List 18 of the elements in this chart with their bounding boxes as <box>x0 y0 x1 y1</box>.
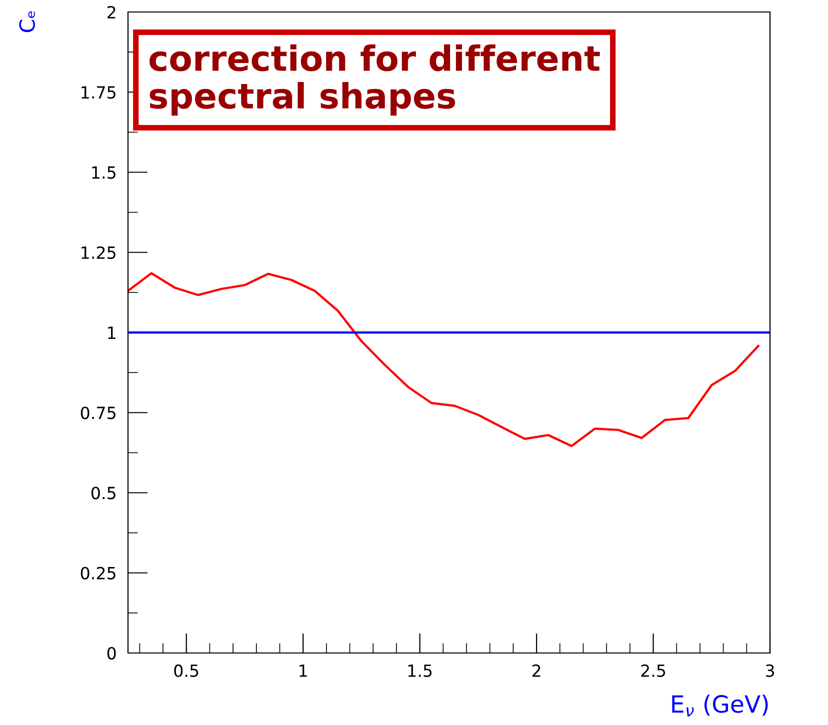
annotation: correction for different spectral shapes <box>149 44 600 116</box>
x-tick-label: 3 <box>766 664 774 678</box>
x-tick-label: 2 <box>532 664 540 677</box>
y-tick-label: 1 <box>108 326 116 339</box>
x-tick-label: 1.5 <box>408 664 432 678</box>
x-axis-title: E$_{ν}$ (GeV) <box>672 694 768 716</box>
y-tick-label: 0 <box>107 646 116 660</box>
x-tick-label: 0.5 <box>174 664 198 678</box>
x-tick-label: 1 <box>300 664 307 677</box>
y-axis-title: Cₑ <box>19 11 35 32</box>
y-tick-label: 1.5 <box>92 166 116 179</box>
y-tick-label: 1.25 <box>82 246 116 259</box>
y-tick-label: 2 <box>108 6 116 18</box>
y-tick-label: 0.25 <box>80 566 116 580</box>
x-tick-label: 2.5 <box>641 664 666 678</box>
y-tick-label: 0.75 <box>80 406 116 420</box>
y-tick-label: 1.75 <box>82 86 116 99</box>
y-tick-label: 0.5 <box>91 486 116 500</box>
